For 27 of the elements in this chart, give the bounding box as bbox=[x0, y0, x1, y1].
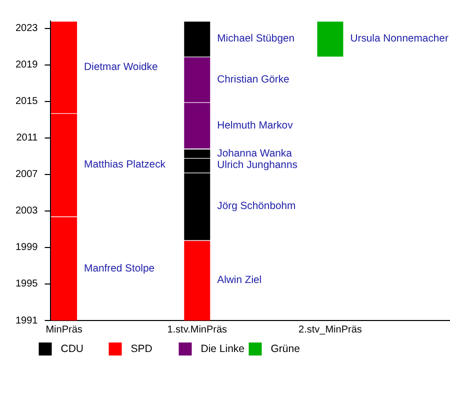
y-tick-label: 2015 bbox=[15, 96, 38, 108]
annotation: Jörg Schönbohm bbox=[217, 201, 296, 212]
legend-label: Grüne bbox=[270, 342, 300, 355]
y-tick-label: 1999 bbox=[15, 242, 38, 254]
legend-label: SPD bbox=[130, 342, 153, 355]
x-tick-label: 2.stv_MinPräs bbox=[298, 324, 362, 336]
annotation: Johanna Wanka bbox=[217, 148, 292, 160]
annotation: Dietmar Woidke bbox=[84, 62, 158, 73]
y-tick-label: 2023 bbox=[15, 23, 38, 34]
annotation: Christian Görke bbox=[217, 74, 290, 86]
y-tick-label: 2007 bbox=[15, 169, 38, 180]
annotation: Michael Stübgen bbox=[217, 34, 295, 45]
annotation: Alwin Ziel bbox=[217, 275, 262, 286]
annotation: Manfred Stolpe bbox=[84, 263, 155, 274]
x-tick-label: 1.stv.MinPräs bbox=[167, 324, 228, 336]
annotation: Matthias Platzeck bbox=[84, 160, 166, 171]
y-tick-label: 1991 bbox=[15, 315, 38, 326]
legend-label: CDU bbox=[60, 342, 84, 355]
x-tick-label: MinPräs bbox=[46, 324, 82, 336]
legend-label: Die Linke bbox=[200, 342, 245, 355]
y-tick-label: 1995 bbox=[15, 278, 38, 290]
annotation: Ulrich Junghanns bbox=[217, 160, 298, 172]
y-tick-label: 2019 bbox=[15, 60, 38, 71]
annotation: Helmuth Markov bbox=[217, 120, 294, 132]
y-tick-label: 2011 bbox=[16, 132, 38, 144]
annotation: Ursula Nonnemacher bbox=[350, 34, 449, 45]
y-tick-label: 2003 bbox=[15, 206, 38, 217]
